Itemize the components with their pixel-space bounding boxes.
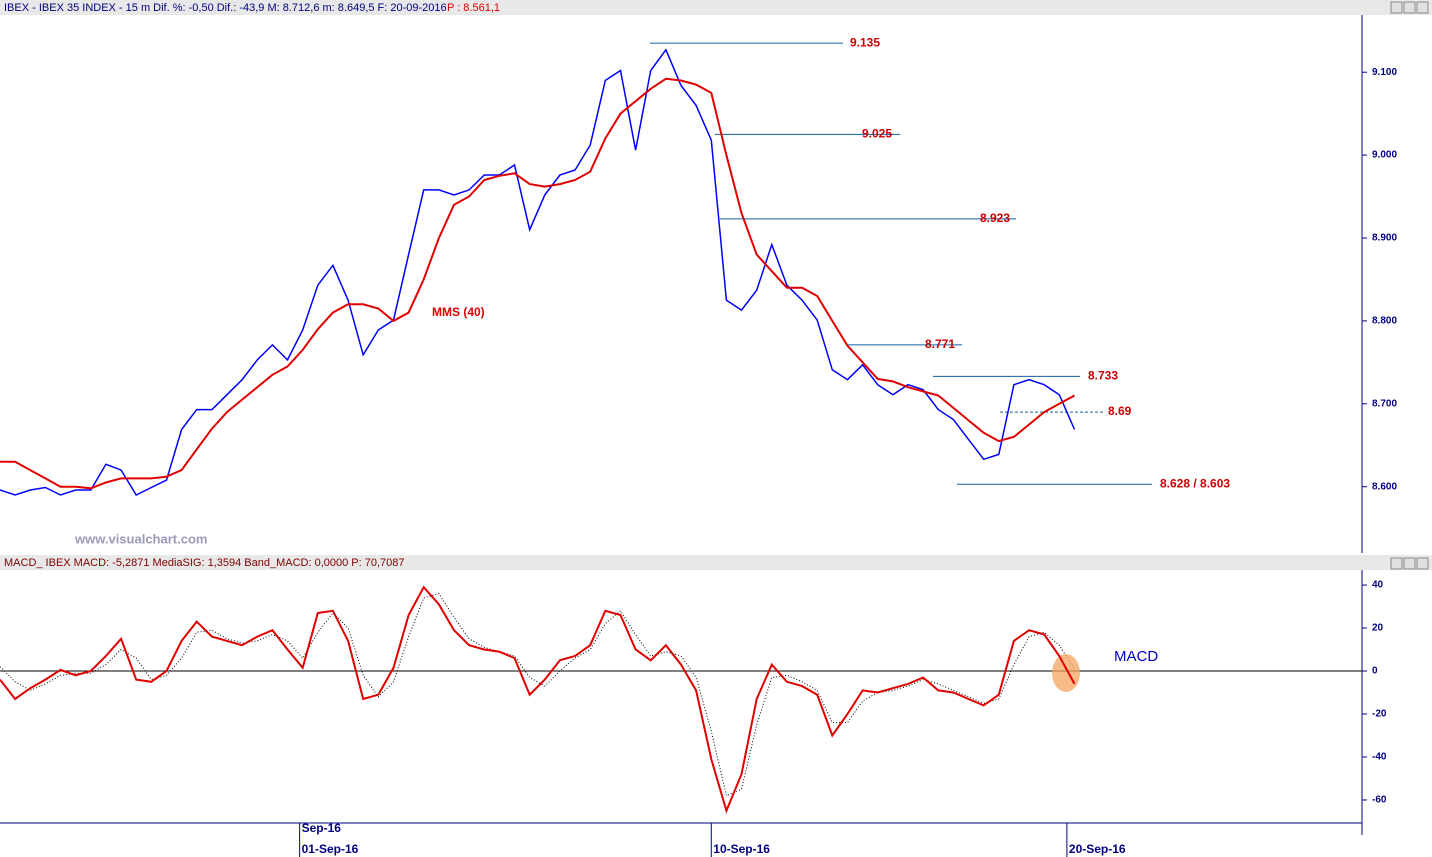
y-tick-label: 8.600 [1372,481,1397,492]
minimize-button[interactable] [1390,557,1403,570]
y-tick-label: -60 [1372,795,1387,806]
series-label: MACD [1114,648,1158,665]
maximize-button[interactable] [1403,1,1416,14]
highlight [1052,654,1080,692]
maximize-button[interactable] [1403,557,1416,570]
minimize-button[interactable] [1390,1,1403,14]
header-bar [0,0,1432,15]
y-tick-label: -40 [1372,752,1387,763]
macd-title: MACD_ IBEX MACD: -5,2871 MediaSIG: 1,359… [4,557,405,569]
y-tick-label: 8.700 [1372,398,1397,409]
series-line [0,593,1075,797]
y-tick-label: 20 [1372,623,1384,634]
level-label: 8.771 [925,337,955,351]
series-line [0,77,1075,490]
series-label: MMS (40) [432,305,485,319]
y-tick-label: 0 [1372,666,1378,677]
y-tick-label: -20 [1372,709,1387,720]
window-buttons [1390,1,1429,570]
level-label: 9.025 [862,127,892,141]
month-label: Sep-16 [302,821,342,835]
y-tick-label: 9.100 [1372,67,1397,78]
y-tick-label: 8.900 [1372,233,1397,244]
x-tick-label: 10-Sep-16 [713,842,770,856]
level-label: 8.733 [1088,369,1118,383]
watermark: www.visualchart.com [74,531,207,546]
header-bar [0,555,1432,570]
x-tick-label: 20-Sep-16 [1069,842,1126,856]
y-tick-label: 40 [1372,580,1384,591]
price-label: P : 8.561,1 [447,2,500,14]
x-tick-label: 01-Sep-16 [302,842,359,856]
level-label: 9.135 [850,35,880,49]
close-button[interactable] [1416,1,1429,14]
level-label: 8.69 [1108,404,1132,418]
series-line [0,48,1076,496]
level-label: 8.923 [980,211,1010,225]
level-label: 8.628 / 8.603 [1160,476,1230,490]
y-tick-label: 9.000 [1372,150,1397,161]
chart-title: IBEX - IBEX 35 INDEX - 15 m Dif. %: -0,5… [4,2,447,14]
series-line [0,585,1076,814]
y-tick-label: 8.800 [1372,316,1397,327]
close-button[interactable] [1416,557,1429,570]
